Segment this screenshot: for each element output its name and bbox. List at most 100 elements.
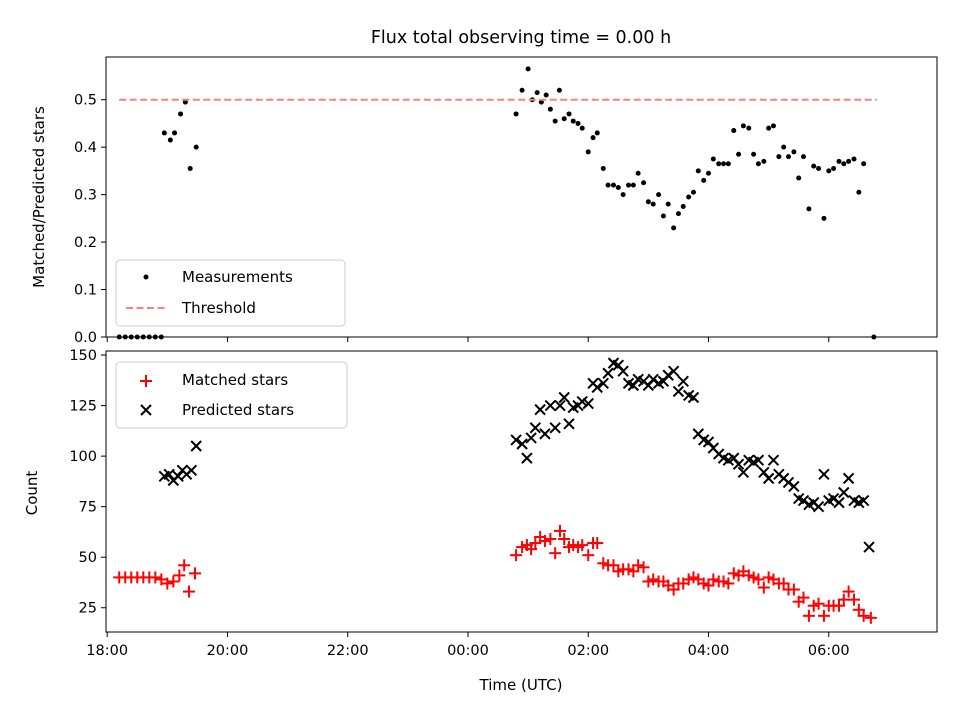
measurement-point (706, 170, 712, 176)
measurement-point (193, 144, 199, 150)
matched-stars-point (837, 593, 850, 606)
matched-stars-point (857, 609, 870, 622)
count-y-tick-label: 100 (69, 449, 97, 465)
measurement-point (547, 106, 553, 112)
measurement-point (856, 189, 862, 195)
predicted-stars-point (190, 440, 202, 452)
measurement-point (781, 144, 787, 150)
measurement-point (590, 135, 596, 141)
measurement-point (701, 177, 707, 183)
predicted-stars-point (602, 367, 614, 379)
legend-predicted-label: Predicted stars (182, 401, 294, 419)
measurement-point (594, 130, 600, 136)
measurement-point (525, 66, 531, 72)
matched-stars-point (544, 533, 557, 546)
predicted-stars-point (833, 496, 845, 509)
matched-stars-point (553, 524, 566, 537)
measurement-point (178, 111, 184, 117)
predicted-stars-point (597, 377, 609, 390)
predicted-stars-point (172, 470, 184, 483)
ratio-y-tick-label: 0.1 (74, 283, 97, 299)
predicted-stars-point (558, 391, 570, 404)
matched-stars-point (549, 547, 562, 560)
count-legend: Matched stars Predicted stars (115, 361, 348, 429)
matched-stars-point (161, 577, 174, 590)
matched-stars-point (812, 597, 825, 610)
measurement-point (122, 334, 128, 340)
ratio-y-tick-label: 0.0 (74, 330, 97, 346)
measurement-point (513, 111, 519, 117)
measurement-point (187, 166, 193, 172)
x-tick-label: 04:00 (688, 643, 730, 659)
predicted-stars-point (549, 422, 561, 434)
ratio-y-axis-label: Matched/Predicted stars (30, 106, 48, 288)
measurement-point (575, 120, 581, 126)
measurement-point (796, 175, 802, 181)
count-panel: 25 50 75 100 125 150 18:00 20:00 22:00 00:00 02:0… (23, 348, 938, 694)
count-y-tick-label: 50 (79, 550, 97, 566)
count-plot-area (113, 357, 877, 624)
legend-measurements-label: Measurements (182, 268, 293, 286)
measurement-point (675, 211, 681, 217)
predicted-stars-point (529, 422, 542, 434)
predicted-stars-point (677, 375, 689, 388)
measurement-point (134, 334, 140, 340)
legend-predicted-marker (140, 404, 152, 416)
matched-stars-point (178, 559, 191, 572)
measurement-point (776, 154, 782, 160)
matched-stars-point (777, 577, 790, 590)
measurement-point (660, 213, 666, 219)
matched-stars-point (797, 591, 810, 604)
measurement-point (671, 225, 677, 231)
legend-measurements-marker (143, 274, 149, 280)
measurement-point (641, 180, 647, 186)
measurement-point (543, 92, 549, 98)
predicted-stars-point (812, 500, 825, 513)
measurement-point (600, 166, 606, 172)
measurement-point (534, 90, 540, 96)
measurement-point (615, 185, 621, 191)
ratio-panel: 0.0 0.1 0.2 0.3 0.4 0.5 Matched/Predicted sta… (30, 56, 938, 346)
measurement-point (570, 118, 576, 124)
measurement-point (871, 334, 877, 340)
measurement-point (610, 182, 616, 188)
matched-stars-point (167, 575, 180, 588)
x-tick-label: 06:00 (808, 643, 850, 659)
measurement-point (731, 128, 737, 134)
matched-stars-point (722, 577, 735, 590)
measurement-point (751, 151, 757, 157)
measurement-point (770, 123, 776, 129)
measurement-point (736, 151, 742, 157)
measurement-point (831, 166, 837, 172)
measurement-point (519, 87, 525, 93)
measurement-point (152, 334, 158, 340)
predicted-stars-point (762, 472, 775, 485)
measurement-point (585, 149, 591, 155)
matched-stars-point (182, 585, 195, 598)
measurement-point (755, 161, 761, 167)
predicted-stars-point (617, 365, 629, 377)
predicted-stars-point (788, 480, 800, 493)
measurement-point (740, 123, 746, 129)
matched-stars-point (647, 573, 660, 586)
matched-stars-point (591, 537, 604, 550)
measurement-point (791, 149, 797, 155)
measurement-point (635, 170, 641, 176)
measurement-point (630, 182, 636, 188)
matched-stars-point (864, 611, 877, 624)
predicted-stars-point (672, 385, 685, 398)
predicted-stars-point (521, 452, 533, 464)
matched-stars-point (607, 559, 620, 572)
measurement-point (140, 334, 146, 340)
measurement-point (806, 206, 812, 212)
measurement-point (710, 156, 716, 162)
measurement-point (146, 334, 152, 340)
predicted-stars-point (752, 454, 765, 466)
measurement-point (841, 161, 847, 167)
predicted-stars-point (842, 472, 855, 485)
count-y-tick-label: 125 (69, 399, 97, 415)
matched-stars-point (576, 539, 589, 552)
count-y-tick-label: 75 (79, 500, 97, 516)
measurement-point (746, 125, 752, 131)
count-x-ticks: 18:00 20:00 22:00 00:00 02:00 04:00 06:00 (86, 632, 850, 659)
